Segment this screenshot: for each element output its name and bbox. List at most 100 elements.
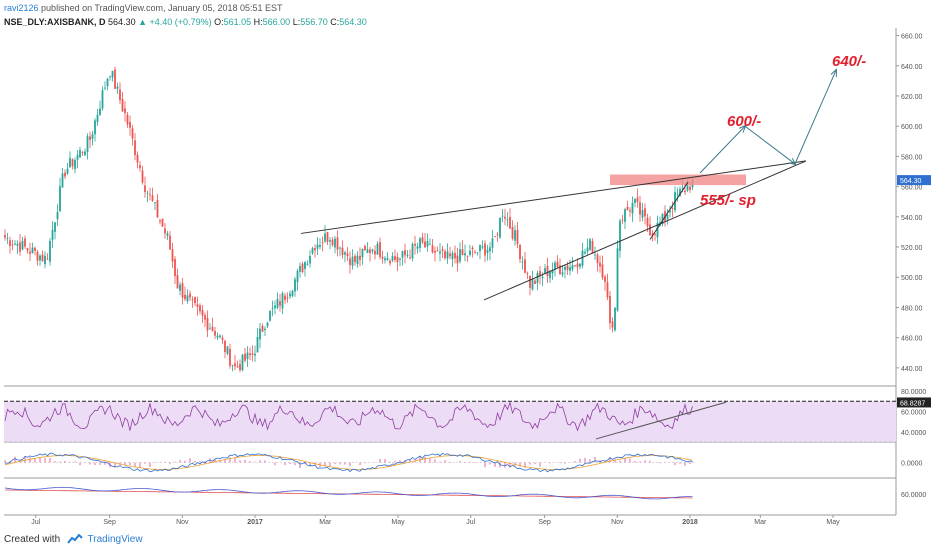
- candle: [224, 340, 226, 352]
- candle: [69, 157, 71, 168]
- open-value: 561.05: [223, 17, 252, 27]
- candle: [19, 242, 21, 252]
- candle: [241, 354, 244, 371]
- third-blue-line: [4, 486, 693, 500]
- candle: [676, 193, 679, 195]
- candle: [366, 249, 369, 254]
- candle: [616, 248, 619, 311]
- candle: [439, 251, 441, 254]
- candle: [416, 246, 419, 249]
- candle: [106, 78, 109, 87]
- candle: [624, 209, 626, 222]
- symbol-label[interactable]: NSE_DLY:AXISBANK, D: [4, 17, 106, 27]
- candle: [346, 253, 349, 257]
- candle: [131, 128, 134, 139]
- candle: [574, 265, 576, 267]
- candle: [209, 328, 211, 330]
- time-tick-label: Nov: [611, 519, 624, 526]
- candle: [476, 252, 479, 254]
- candle: [36, 251, 39, 261]
- candle: [179, 284, 181, 291]
- candle: [529, 275, 531, 288]
- candle: [246, 352, 249, 360]
- candle: [454, 252, 456, 259]
- candle: [414, 243, 416, 246]
- candle: [166, 233, 169, 236]
- rsi-value-label: 68.8287: [900, 400, 925, 407]
- rsi-trendline: [595, 401, 727, 440]
- candle: [66, 168, 69, 174]
- candle: [564, 266, 566, 270]
- candle: [29, 251, 31, 254]
- candle: [411, 243, 414, 259]
- candle: [134, 140, 136, 156]
- candle: [629, 210, 631, 212]
- stop-loss-label: 555/- sp: [700, 192, 756, 209]
- candle: [559, 265, 561, 274]
- candle: [34, 247, 36, 251]
- open-label: O:: [214, 17, 224, 27]
- candle: [626, 206, 629, 211]
- candle: [189, 293, 191, 298]
- candle: [144, 185, 146, 193]
- price-tick-label: 620.00: [901, 94, 923, 101]
- candle: [99, 108, 101, 116]
- publisher-name[interactable]: ravi2126: [4, 3, 39, 13]
- candle: [391, 256, 394, 261]
- projection-arrow: [699, 126, 745, 174]
- candle: [606, 282, 609, 298]
- candle: [436, 250, 439, 252]
- candle: [689, 186, 691, 190]
- candle: [681, 187, 684, 189]
- candle: [24, 238, 26, 247]
- candle: [406, 254, 409, 256]
- candle: [586, 247, 589, 252]
- candle: [634, 199, 636, 203]
- time-tick-label: Jul: [31, 519, 40, 526]
- candle: [239, 364, 241, 371]
- candle: [601, 264, 604, 278]
- candle: [11, 244, 14, 246]
- candle: [611, 321, 614, 328]
- candle: [599, 262, 601, 267]
- tradingview-brand[interactable]: TradingView: [87, 534, 143, 545]
- candle: [81, 152, 84, 153]
- time-tick-label: Mar: [754, 519, 767, 526]
- candle: [374, 250, 376, 255]
- candle: [331, 239, 334, 246]
- candle: [101, 90, 104, 109]
- candle: [339, 247, 341, 249]
- candle: [186, 295, 189, 302]
- candle: [176, 275, 179, 289]
- candle: [266, 322, 269, 327]
- candle: [364, 245, 366, 251]
- candle: [394, 256, 396, 260]
- candle: [686, 185, 689, 191]
- candle: [484, 243, 486, 256]
- candle: [509, 216, 511, 229]
- candle: [49, 240, 51, 262]
- candle: [536, 272, 539, 283]
- candle: [579, 263, 581, 267]
- time-tick-label: Jul: [466, 519, 475, 526]
- candle: [94, 120, 96, 135]
- candle: [636, 197, 639, 203]
- candle: [204, 315, 206, 320]
- candle: [631, 202, 634, 214]
- price-change: +4.40 (+0.79%): [149, 17, 212, 27]
- price-tick-label: 480.00: [901, 305, 923, 312]
- candle: [469, 250, 471, 255]
- candle: [649, 224, 651, 236]
- candle: [639, 202, 641, 215]
- low-label: L:: [292, 17, 301, 27]
- candle: [171, 249, 174, 262]
- time-tick-label: May: [826, 519, 840, 526]
- candle: [571, 265, 574, 270]
- candle: [201, 310, 204, 316]
- macd-tick-label: 0.0000: [901, 461, 923, 468]
- price-tick-label: 600.00: [901, 124, 923, 131]
- candle: [229, 348, 231, 366]
- candle: [89, 136, 91, 140]
- candle: [41, 254, 44, 262]
- candle: [576, 263, 579, 268]
